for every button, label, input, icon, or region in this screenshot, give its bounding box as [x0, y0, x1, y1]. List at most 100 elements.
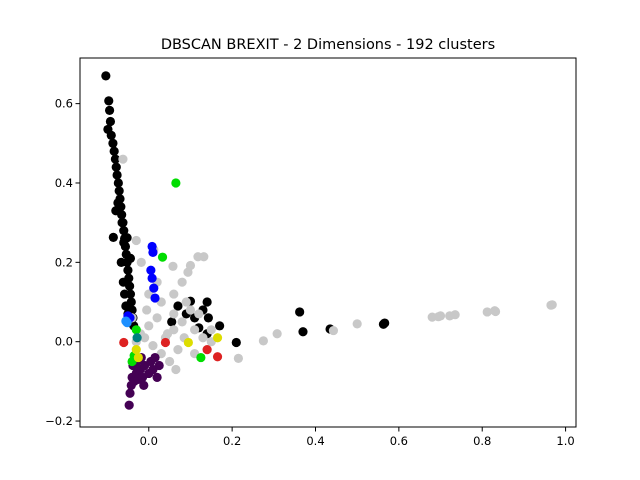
data-point: [171, 178, 181, 188]
data-point: [450, 310, 460, 320]
data-point: [148, 247, 158, 258]
data-point: [148, 341, 158, 351]
data-point: [109, 146, 119, 156]
data-point: [101, 71, 111, 81]
data-point: [108, 138, 118, 148]
data-point: [139, 380, 149, 390]
data-point: [140, 333, 150, 343]
data-point: [378, 319, 389, 329]
data-point: [146, 265, 156, 275]
data-point: [121, 301, 131, 311]
data-point: [272, 329, 282, 339]
data-point: [162, 329, 173, 339]
data-point: [173, 345, 183, 355]
data-point: [154, 360, 164, 371]
data-point: [104, 96, 114, 106]
data-point: [183, 337, 193, 348]
y-tick-label: 0.2: [55, 255, 73, 269]
data-point: [123, 265, 133, 275]
y-tick-label: −0.2: [45, 414, 73, 428]
data-point: [150, 293, 160, 303]
data-point: [150, 352, 160, 363]
data-point: [122, 233, 132, 243]
data-point: [104, 105, 115, 115]
y-tick-label: 0.0: [55, 335, 73, 349]
data-point: [171, 364, 181, 375]
data-point: [110, 154, 121, 164]
data-point: [114, 186, 124, 196]
x-tick-label: 0.4: [306, 434, 324, 448]
data-point: [132, 333, 142, 343]
data-point: [160, 337, 171, 348]
data-point: [177, 277, 187, 287]
data-point: [106, 130, 116, 140]
data-point: [352, 319, 362, 329]
axes-layer: 0.0 0.2 0.4 0.6 0.8 1.0 −0.2 0.0 0.2 0.4 0.6: [45, 57, 577, 448]
data-point: [125, 253, 136, 263]
data-point: [131, 235, 141, 246]
data-point: [165, 356, 175, 367]
x-tick-label: 1.0: [556, 434, 574, 448]
data-point: [547, 300, 557, 310]
data-point: [190, 325, 200, 335]
data-point: [183, 267, 193, 277]
data-point: [131, 345, 141, 355]
data-point: [298, 327, 308, 337]
data-point: [152, 372, 162, 382]
data-point: [167, 317, 177, 327]
data-point: [124, 400, 134, 410]
data-point: [233, 353, 243, 363]
data-point: [152, 313, 162, 323]
points-layer: [101, 71, 557, 410]
data-point: [122, 318, 132, 328]
data-point: [119, 226, 129, 236]
data-point: [173, 301, 183, 311]
data-point: [212, 333, 223, 343]
data-point: [185, 305, 196, 315]
data-point: [206, 325, 216, 335]
data-point: [194, 309, 204, 319]
data-point: [113, 178, 123, 188]
x-tick-label: 0.8: [473, 434, 491, 448]
data-point: [111, 162, 121, 172]
x-tick-label: 0.0: [140, 434, 158, 448]
data-point: [202, 345, 212, 355]
data-point: [147, 273, 157, 283]
data-point: [131, 325, 141, 335]
y-tick-label: 0.4: [55, 176, 73, 190]
data-point: [125, 388, 135, 398]
data-point: [490, 306, 501, 317]
data-point: [105, 116, 116, 127]
data-point: [157, 252, 168, 262]
data-point: [202, 297, 212, 307]
data-point: [118, 154, 128, 164]
data-point: [435, 311, 446, 321]
data-point: [144, 321, 154, 331]
data-point: [198, 333, 208, 343]
data-point: [258, 336, 268, 346]
data-point: [168, 261, 178, 271]
data-point: [116, 257, 126, 267]
data-point: [215, 321, 225, 331]
data-point: [112, 170, 122, 180]
data-point: [196, 352, 206, 363]
data-point: [136, 257, 146, 267]
chart-title: DBSCAN BREXIT - 2 Dimensions - 192 clust…: [161, 37, 495, 53]
data-point: [231, 337, 241, 348]
data-point: [169, 289, 179, 299]
data-point: [203, 313, 213, 323]
data-point: [181, 297, 191, 307]
data-point: [169, 309, 179, 319]
data-point: [118, 277, 128, 287]
data-point: [117, 218, 127, 228]
data-point: [119, 337, 129, 348]
data-point: [149, 283, 159, 293]
data-point: [113, 198, 123, 208]
data-point: [295, 307, 305, 317]
x-tick-label: 0.2: [223, 434, 241, 448]
data-point: [177, 317, 187, 327]
data-point: [120, 289, 130, 299]
data-point: [133, 352, 143, 363]
